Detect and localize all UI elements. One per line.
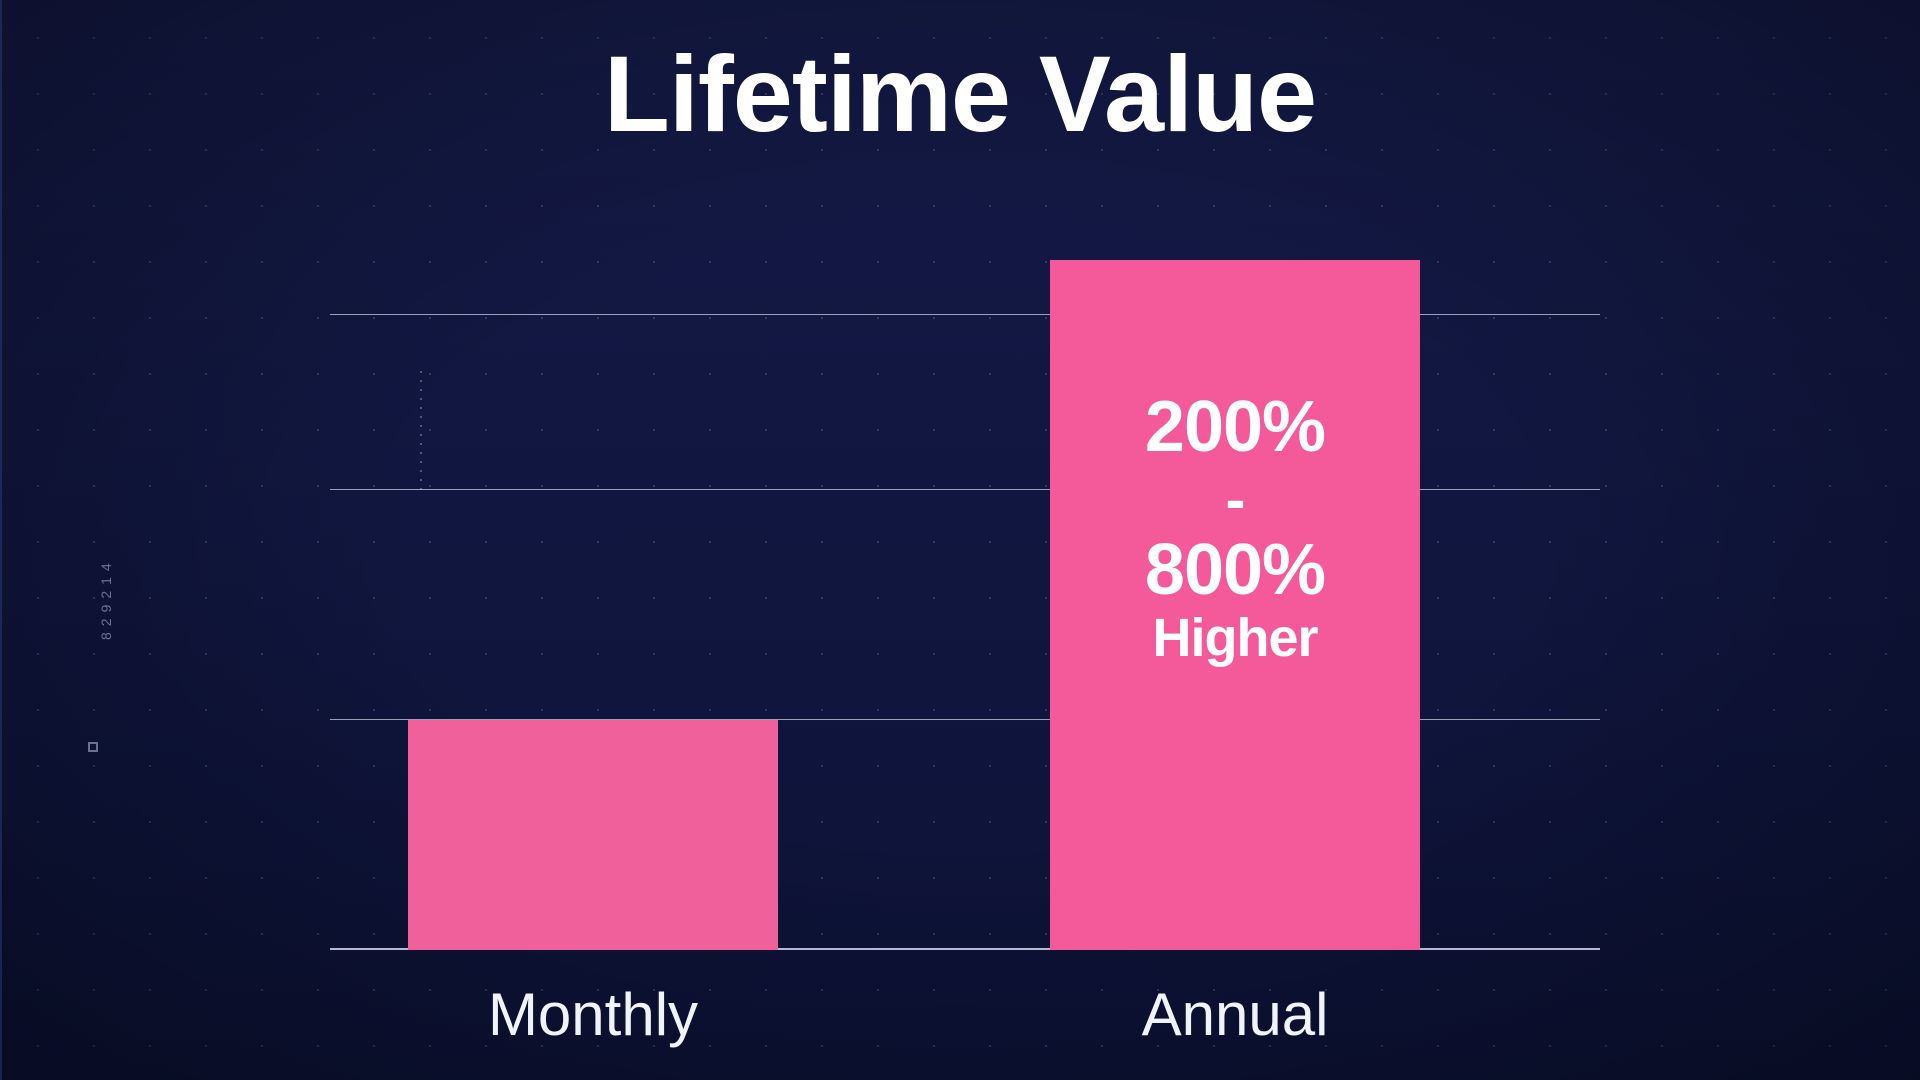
- bar-chart: Monthly200%-800%HigherAnnual: [330, 260, 1600, 950]
- x-axis-label-wrap: Annual: [1050, 980, 1420, 1049]
- slide-stage: Lifetime Value Monthly200%-800%HigherAnn…: [0, 0, 1920, 1080]
- bar-annotation-line: Higher: [1152, 610, 1317, 667]
- side-marker-icon: [88, 742, 98, 752]
- bar-annotation-line: -: [1226, 468, 1245, 531]
- chart-title-text: Lifetime Value: [604, 40, 1316, 148]
- x-axis-label-wrap: Monthly: [408, 980, 778, 1049]
- bar-annotation-line: 200%: [1145, 390, 1325, 466]
- bar-annotation-line: 800%: [1145, 533, 1325, 609]
- chart-title: Lifetime Value: [0, 40, 1920, 148]
- bar-annual: 200%-800%Higher: [1050, 260, 1420, 950]
- x-axis-label: Monthly: [488, 981, 698, 1048]
- tick-marks-icon: [420, 370, 422, 490]
- x-axis-label: Annual: [1142, 981, 1329, 1048]
- bar-monthly: [408, 720, 778, 950]
- side-code-text: 829214: [98, 557, 114, 640]
- bar-annotation: 200%-800%Higher: [1050, 390, 1420, 667]
